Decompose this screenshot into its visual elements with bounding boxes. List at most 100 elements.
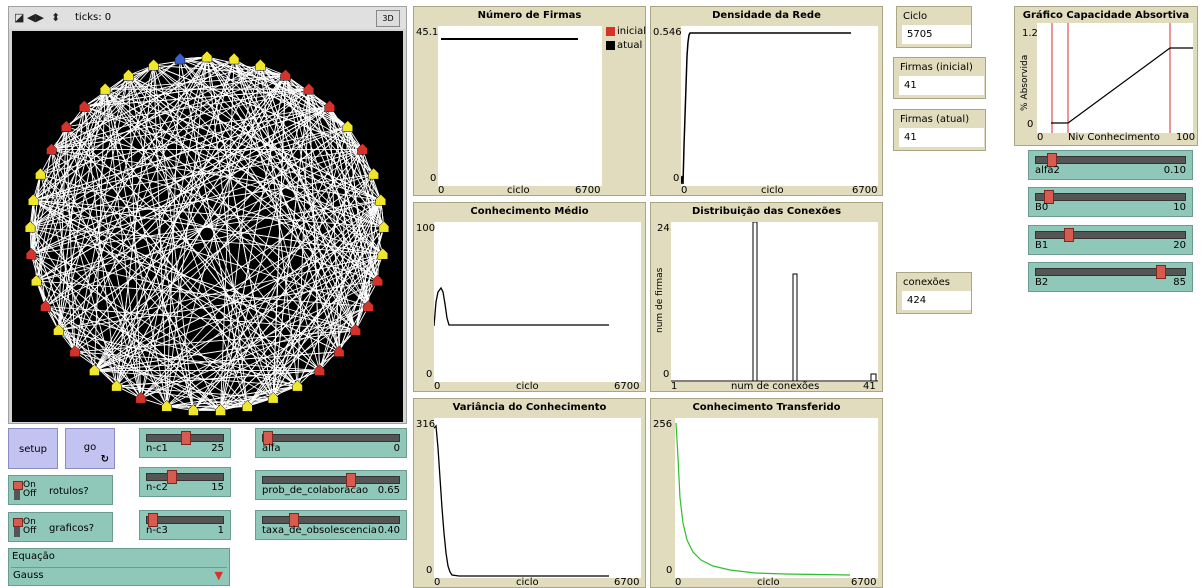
switch-rotulos[interactable]: On Off rotulos?	[8, 475, 113, 505]
firm-node-icon[interactable]	[60, 120, 72, 132]
switch-track[interactable]	[14, 519, 20, 537]
firm-node-icon[interactable]	[375, 193, 387, 206]
network-link	[105, 88, 381, 201]
slider-track[interactable]	[1035, 153, 1186, 167]
slider-track[interactable]	[1035, 190, 1186, 204]
speed-arrows-icon[interactable]: ◀▶	[27, 11, 44, 24]
firm-node-icon[interactable]	[27, 193, 39, 206]
slider-knob[interactable]	[288, 513, 299, 527]
edit-icon[interactable]: ◪	[14, 11, 25, 24]
firm-node-icon[interactable]	[89, 364, 100, 376]
firm-node-icon[interactable]	[357, 143, 368, 155]
slider-track[interactable]	[146, 513, 224, 527]
firm-node-icon[interactable]	[280, 69, 291, 81]
firm-node-icon[interactable]	[40, 300, 51, 312]
firm-node-icon[interactable]	[24, 220, 36, 233]
network-link	[166, 253, 384, 407]
network-link	[51, 149, 298, 387]
firm-node-icon[interactable]	[79, 100, 90, 112]
slider-n-c2[interactable]: n-c2 15	[139, 467, 231, 497]
firm-node-icon[interactable]	[188, 404, 199, 416]
firm-node-icon[interactable]	[363, 300, 374, 312]
switch-knob[interactable]	[13, 481, 23, 490]
firm-node-icon[interactable]	[25, 247, 37, 260]
slider-track[interactable]	[146, 470, 224, 484]
firm-node-icon[interactable]	[242, 399, 253, 412]
firm-node-icon[interactable]	[46, 143, 57, 155]
slider-track[interactable]	[146, 431, 224, 445]
firm-node-icon[interactable]	[31, 274, 42, 287]
chooser-equacao[interactable]: Equação Gauss ▼	[8, 548, 230, 586]
firm-node-icon[interactable]	[314, 364, 325, 376]
slider-knob[interactable]	[181, 431, 191, 445]
plot-histogram	[671, 221, 878, 382]
firm-node-icon[interactable]	[372, 274, 383, 287]
firm-node-icon[interactable]	[135, 391, 147, 404]
firm-node-icon[interactable]	[99, 82, 111, 95]
network-link	[233, 58, 369, 307]
slider-track[interactable]	[262, 473, 400, 487]
firm-node-icon[interactable]	[255, 58, 266, 71]
firm-node-icon[interactable]	[215, 404, 226, 416]
firm-node-icon[interactable]	[368, 167, 379, 180]
slider-knob[interactable]	[167, 470, 178, 484]
dropdown-arrow-icon[interactable]: ▼	[214, 569, 223, 582]
firm-node-icon[interactable]	[69, 345, 81, 358]
slider-prob-colaboracao[interactable]: prob_de_colaboracao 0.65	[255, 470, 407, 500]
slider-alfa2[interactable]: alfa2 0.10	[1028, 150, 1193, 180]
firm-node-icon[interactable]	[333, 345, 345, 358]
slider-knob[interactable]	[1044, 190, 1055, 204]
go-button[interactable]: go ↻	[65, 428, 115, 469]
slider-name: taxa_de_obsolescencia	[262, 525, 377, 536]
slider-knob[interactable]	[1155, 265, 1166, 279]
switch-graficos[interactable]: On Off graficos?	[8, 512, 113, 542]
firm-node-icon[interactable]	[174, 52, 186, 65]
firm-node-icon[interactable]	[292, 379, 303, 392]
network-link	[153, 64, 363, 150]
slider-knob[interactable]	[346, 473, 357, 487]
setup-button[interactable]: setup	[8, 428, 58, 469]
firm-node-icon[interactable]	[123, 69, 134, 81]
firm-node-icon[interactable]	[111, 379, 122, 392]
slider-knob[interactable]	[263, 431, 273, 445]
network-link	[33, 199, 320, 371]
chooser-value-box[interactable]: Gauss ▼	[11, 567, 227, 583]
slider-alfa[interactable]: alfa 0	[255, 428, 407, 458]
firm-node-icon[interactable]	[378, 220, 390, 233]
slider-track[interactable]	[262, 431, 400, 445]
network-link	[36, 280, 248, 407]
up-down-icon[interactable]: ⬍	[51, 11, 61, 24]
firm-node-icon[interactable]	[350, 323, 361, 336]
firm-node-icon[interactable]	[53, 323, 64, 336]
slider-taxa-obsolescencia[interactable]: taxa_de_obsolescencia 0.40	[255, 510, 407, 540]
firm-node-icon[interactable]	[201, 50, 213, 63]
firm-node-icon[interactable]	[267, 391, 279, 404]
firm-node-icon[interactable]	[324, 100, 335, 112]
slider-knob[interactable]	[148, 513, 159, 527]
network-link	[51, 58, 181, 150]
switch-track[interactable]	[14, 482, 20, 500]
firm-node-icon[interactable]	[148, 58, 159, 71]
firm-node-icon[interactable]	[342, 120, 354, 132]
network-canvas[interactable]	[12, 31, 403, 422]
firm-node-icon[interactable]	[161, 399, 172, 412]
3d-button[interactable]: 3D	[376, 10, 400, 27]
firm-node-icon[interactable]	[303, 82, 315, 95]
slider-b2[interactable]: B2 85	[1028, 262, 1193, 292]
network-link	[206, 56, 274, 399]
slider-track[interactable]	[1035, 265, 1186, 279]
network-link	[193, 397, 274, 411]
firm-node-icon[interactable]	[228, 52, 240, 65]
slider-track[interactable]	[262, 513, 400, 527]
firm-node-icon[interactable]	[35, 167, 46, 180]
slider-b0[interactable]: B0 10	[1028, 187, 1193, 217]
slider-b1[interactable]: B1 20	[1028, 225, 1193, 255]
slider-knob[interactable]	[1064, 228, 1075, 242]
slider-n-c1[interactable]: n-c1 25	[139, 428, 231, 458]
firm-node-icon[interactable]	[377, 247, 389, 260]
slider-track[interactable]	[1035, 228, 1186, 242]
network-link	[35, 280, 76, 352]
slider-n-c3[interactable]: n-c3 1	[139, 510, 231, 540]
slider-knob[interactable]	[1047, 153, 1058, 167]
switch-knob[interactable]	[13, 518, 23, 527]
